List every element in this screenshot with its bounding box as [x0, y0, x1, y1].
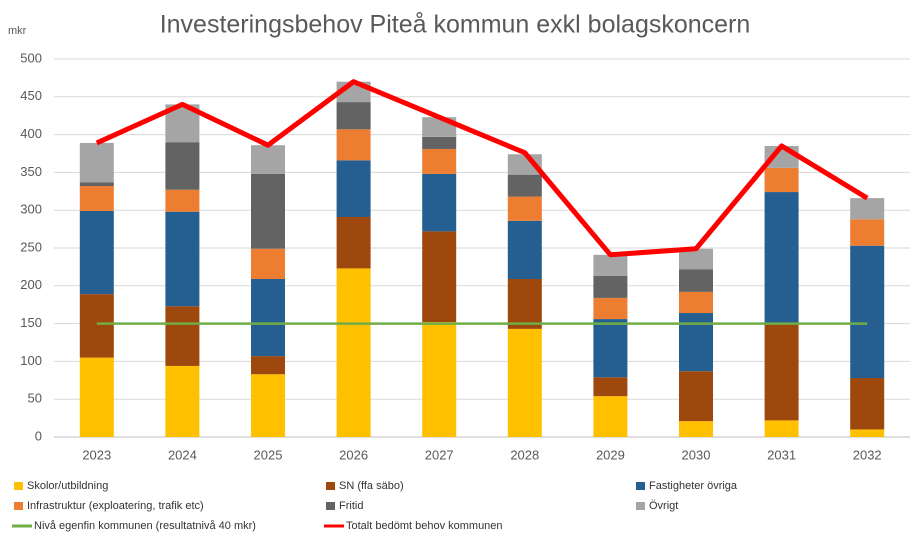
y-tick-label: 50: [28, 391, 42, 406]
bar-segment: [336, 268, 371, 437]
legend-label: SN (ffa säbo): [339, 480, 404, 492]
bar-segment: [679, 421, 713, 437]
bar-segment: [165, 306, 200, 366]
bar-segment: [422, 148, 457, 174]
legend-swatch: [14, 502, 23, 510]
chart-title: Investeringsbehov Piteå kommun exkl bola…: [160, 11, 751, 39]
bar-segment: [336, 217, 371, 269]
bar-segment: [251, 374, 285, 437]
legend-label: Fastigheter övriga: [649, 480, 738, 492]
y-tick-label: 100: [20, 353, 42, 368]
x-tick-label: 2025: [254, 447, 283, 462]
x-tick-label: 2029: [596, 447, 625, 462]
bar-segment: [251, 145, 285, 174]
bar-segment: [422, 231, 457, 323]
bar-segment: [79, 186, 114, 211]
bar-segment: [422, 136, 457, 149]
x-tick-label: 2024: [168, 447, 197, 462]
bar-segment: [79, 210, 114, 295]
bar-segment: [507, 328, 542, 437]
legend-swatch: [636, 482, 645, 490]
bar-segment: [850, 198, 885, 220]
y-tick-label: 350: [20, 164, 42, 179]
bar-segment: [850, 219, 885, 246]
legend-swatch: [636, 502, 645, 510]
y-axis-label: mkr: [8, 25, 27, 37]
bar-segment: [593, 396, 628, 437]
bar-segment: [507, 220, 542, 279]
bar-segment: [507, 278, 542, 329]
bar-segment: [336, 102, 371, 130]
bar-segment: [593, 297, 628, 320]
x-tick-label: 2031: [767, 447, 796, 462]
bar-segment: [251, 248, 285, 279]
x-tick-label: 2026: [339, 447, 368, 462]
legend-label: Nivå egenfin kommunen (resultatnivå 40 m…: [34, 520, 256, 532]
bar-segment: [165, 365, 200, 437]
bar-segment: [850, 245, 885, 379]
bar-segment: [679, 248, 713, 270]
bar-segment: [593, 319, 628, 378]
x-tick-label: 2030: [682, 447, 711, 462]
bar-segment: [251, 356, 285, 375]
bar-segment: [764, 420, 799, 437]
bar-segment: [764, 192, 799, 323]
bar-segment: [336, 129, 371, 161]
y-tick-label: 150: [20, 315, 42, 330]
legend-swatch: [326, 482, 335, 490]
legend-label: Skolor/utbildning: [27, 480, 108, 492]
legend-label: Övrigt: [649, 500, 678, 512]
bar-segment: [593, 275, 628, 298]
y-tick-label: 450: [20, 88, 42, 103]
bar-segment: [679, 313, 713, 372]
legend-swatch: [14, 482, 23, 490]
bar-segment: [507, 196, 542, 221]
bar-segment: [165, 189, 200, 212]
bar-segment: [422, 173, 457, 232]
y-tick-label: 400: [20, 126, 42, 141]
bar-segment: [850, 429, 885, 437]
x-tick-label: 2032: [853, 447, 882, 462]
bar-segment: [593, 377, 628, 397]
x-tick-label: 2023: [82, 447, 111, 462]
y-tick-label: 200: [20, 277, 42, 292]
x-tick-label: 2027: [425, 447, 454, 462]
bar-segment: [679, 269, 713, 292]
y-tick-label: 300: [20, 202, 42, 217]
x-tick-label: 2028: [510, 447, 539, 462]
bar-segment: [165, 211, 200, 307]
bar-segment: [764, 322, 799, 421]
bar-segment: [679, 371, 713, 422]
y-tick-label: 0: [35, 428, 42, 443]
legend-label: Fritid: [339, 500, 363, 512]
line-series: [95, 79, 869, 258]
bar-segment: [79, 357, 114, 437]
bar-segment: [79, 294, 114, 358]
bar-segment: [507, 174, 542, 197]
bar-segment: [593, 254, 628, 276]
bar-segment: [850, 378, 885, 430]
legend-label: Infrastruktur (exploatering, trafik etc): [27, 500, 204, 512]
bar-segment: [336, 160, 371, 218]
bar-segment: [79, 182, 114, 187]
bar-segment: [79, 142, 114, 183]
legend-swatch: [326, 502, 335, 510]
bar-segment: [251, 173, 285, 249]
legend-label: Totalt bedömt behov kommunen: [346, 520, 503, 532]
y-tick-label: 250: [20, 239, 42, 254]
bar-segment: [422, 322, 457, 437]
bar-segment: [764, 167, 799, 193]
bar-segment: [165, 142, 200, 190]
y-tick-label: 500: [20, 50, 42, 65]
bar-segment: [679, 291, 713, 314]
bar-segment: [251, 278, 285, 357]
